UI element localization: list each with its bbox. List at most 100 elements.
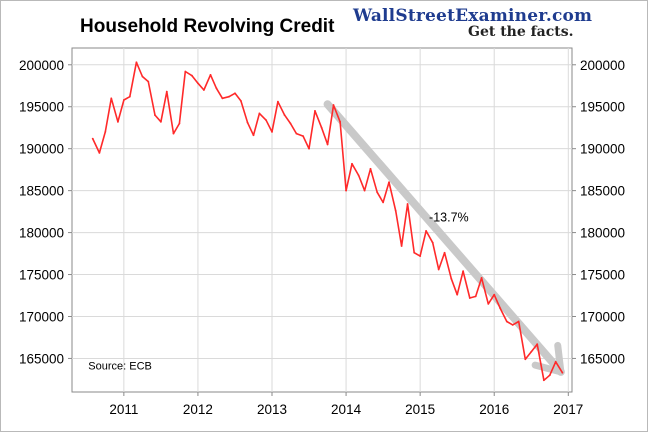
data-point [154,114,156,117]
data-point [376,191,379,194]
data-point [147,80,150,83]
y-tick-label: 175000 [19,268,64,283]
data-point [271,131,273,133]
data-point [468,297,471,299]
data-point [511,323,514,326]
y-tick-label: 175000 [580,268,625,283]
data-point [308,147,310,150]
data-point [202,89,205,91]
data-point [258,112,261,115]
data-point [98,151,101,154]
y-axis-right: 165000 170000 175000 180000 185000 190000 1950… [580,58,625,367]
y-tick-label: 185000 [580,184,625,199]
source-label: Source: ECB [88,360,152,372]
y-tick-label: 185000 [19,184,64,199]
data-point [413,251,416,254]
data-point [443,251,446,254]
y-tick-label: 195000 [580,100,625,115]
data-point [184,70,187,73]
data-point [117,120,119,123]
data-point [104,131,107,133]
y-tick-label: 165000 [19,351,64,366]
data-point [394,209,397,212]
data-point [141,75,144,78]
data-point [369,167,372,170]
y-tick-label: 180000 [19,226,64,241]
chart-title: Household Revolving Credit [80,16,335,37]
data-point [339,120,342,123]
y-tick-label: 200000 [19,58,64,73]
data-point [351,162,353,165]
data-point [228,95,230,98]
series-layer [91,61,564,382]
x-axis: 2011 2012 2013 2014 2015 2016 2017 [109,402,583,417]
data-point [388,181,390,184]
y-tick-label: 170000 [19,309,64,324]
data-point [178,122,181,125]
gridlines [68,48,576,396]
data-point [234,92,236,95]
data-point [400,245,403,247]
data-point [345,189,347,192]
data-point [363,189,366,192]
data-point [221,97,224,100]
data-point [246,121,249,124]
x-tick-label: 2017 [553,402,583,417]
trend-arrow-head [531,341,565,376]
data-point [425,230,427,232]
data-point [283,114,286,117]
data-point [314,110,316,112]
data-point [462,270,465,273]
annotations: -13.7% Source: ECB [88,211,468,373]
data-point [437,268,440,271]
data-point [431,241,434,244]
trend-arrow-shaft [323,100,565,376]
data-point [277,100,279,103]
data-point [517,320,520,323]
x-tick-label: 2012 [183,402,213,417]
y-tick-label: 200000 [580,58,625,73]
data-point [419,255,422,257]
brand-tagline: Get the facts. [468,24,574,40]
data-point [499,307,502,309]
y-tick-label: 170000 [580,309,625,324]
y-tick-label: 180000 [580,226,625,241]
data-point [561,371,564,374]
data-point [332,104,335,106]
data-point [326,143,329,146]
data-point [295,132,298,135]
data-point [172,132,175,135]
data-point [252,134,255,137]
data-point [530,350,533,353]
data-point [122,99,125,101]
data-point [165,90,168,93]
y-tick-label: 165000 [580,351,625,366]
y-axis-left: 165000 170000 175000 180000 185000 190000 1950… [19,58,64,367]
data-point [159,120,162,123]
data-point [406,203,409,205]
y-tick-label: 195000 [19,100,64,115]
data-point [302,135,305,137]
data-point [505,320,508,323]
x-tick-label: 2011 [109,402,138,417]
data-point [487,303,490,305]
percent-change-label: -13.7% [429,211,469,225]
data-point [456,293,459,296]
data-point [239,99,242,102]
data-point [493,293,496,296]
plot-area [71,47,573,393]
trend-arrow [323,100,565,376]
data-point [128,95,131,98]
x-tick-label: 2016 [479,402,509,417]
data-point [135,61,138,64]
data-point [357,174,360,177]
brand-logo-text[interactable]: WallStreetExaminer.com [353,6,593,26]
x-tick-label: 2014 [331,402,362,417]
data-point [542,379,545,382]
data-point [536,343,539,346]
data-point [265,119,267,122]
data-point [289,122,292,125]
data-point [110,97,113,100]
data-point [91,137,94,140]
